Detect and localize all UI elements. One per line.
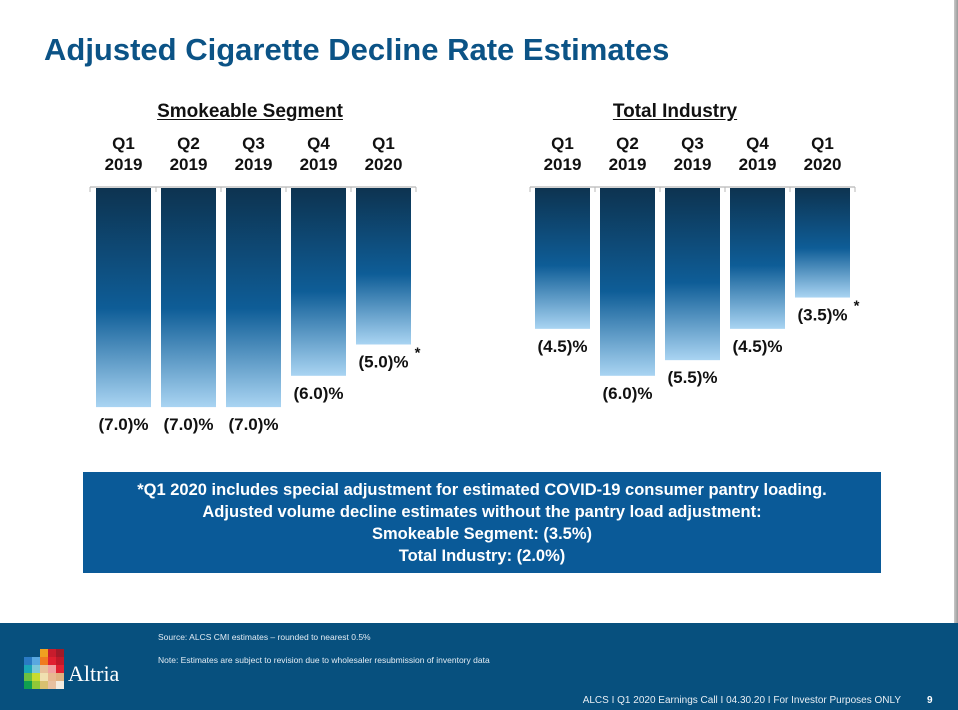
value-label: (7.0)% (228, 415, 278, 434)
category-label: 2019 (235, 155, 273, 174)
covid-adjustment-note: *Q1 2020 includes special adjustment for… (83, 472, 881, 573)
bar (600, 188, 655, 376)
altria-logo-icon (24, 649, 64, 689)
category-label: Q2 (616, 134, 639, 153)
value-label: (4.5)% (732, 337, 782, 356)
category-label: Q4 (746, 134, 769, 153)
note-line: Total Industry: (2.0%) (398, 547, 566, 565)
category-label: Q1 (112, 134, 135, 153)
note-line: Adjusted volume decline estimates withou… (202, 503, 762, 521)
category-label: 2019 (739, 155, 777, 174)
category-label: 2019 (609, 155, 647, 174)
source-note: Source: ALCS CMI estimates – rounded to … (158, 632, 371, 642)
footer: Altria Source: ALCS CMI estimates – roun… (0, 623, 958, 710)
category-label: Q3 (681, 134, 704, 153)
value-label: (7.0)% (163, 415, 213, 434)
footnote-asterisk: * (854, 298, 860, 315)
altria-wordmark: Altria (68, 661, 120, 686)
bar (291, 188, 346, 376)
bar (161, 188, 216, 408)
slide-title: Adjusted Cigarette Decline Rate Estimate… (44, 32, 670, 67)
category-label: 2019 (105, 155, 143, 174)
bar (535, 188, 590, 329)
category-label: 2019 (300, 155, 338, 174)
bar (730, 188, 785, 329)
chart-total-industry: Q1 2019 (4.5)% Q2 2019 (6.0)% Q3 2019 (5.5)% Q4 20… (529, 134, 860, 403)
page-number: 9 (927, 695, 933, 706)
bar (665, 188, 720, 361)
value-label: (4.5)% (537, 337, 587, 356)
note-line: *Q1 2020 includes special adjustment for… (137, 481, 827, 499)
category-label: 2020 (804, 155, 842, 174)
category-label: Q1 (551, 134, 574, 153)
footer-line: ALCS I Q1 2020 Earnings Call I 04.30.20 … (582, 695, 901, 706)
category-label: 2019 (544, 155, 582, 174)
chart-title-smokeable-segment: Smokeable Segment (157, 101, 343, 122)
chart-title-total-industry: Total Industry (612, 101, 738, 122)
category-label: Q2 (177, 134, 200, 153)
category-label: Q4 (307, 134, 330, 153)
value-label: (7.0)% (98, 415, 148, 434)
value-label: (3.5)% (797, 306, 847, 325)
value-label: (6.0)% (602, 384, 652, 403)
category-label: Q1 (372, 134, 395, 153)
value-label: (5.5)% (667, 368, 717, 387)
category-label: 2019 (170, 155, 208, 174)
bar (356, 188, 411, 345)
category-label: Q1 (811, 134, 834, 153)
category-label: 2020 (365, 155, 403, 174)
bar (96, 188, 151, 408)
charts-canvas: Q1 2019 (7.0)% Q2 2019 (7.0)% Q3 2019 (7.0)% Q4 20… (89, 134, 860, 434)
note-line: Smokeable Segment: (3.5%) (371, 525, 593, 543)
bar (226, 188, 281, 408)
category-label: Q3 (242, 134, 265, 153)
category-label: 2019 (674, 155, 712, 174)
chart-smokeable-segment: Q1 2019 (7.0)% Q2 2019 (7.0)% Q3 2019 (7.0)% Q4 20… (89, 134, 421, 434)
footnote-asterisk: * (415, 345, 421, 362)
revision-note: Note: Estimates are subject to revision … (158, 655, 490, 665)
value-label: (5.0)% (358, 353, 408, 372)
bar (795, 188, 850, 298)
value-label: (6.0)% (293, 384, 343, 403)
slide-edge (954, 0, 958, 625)
